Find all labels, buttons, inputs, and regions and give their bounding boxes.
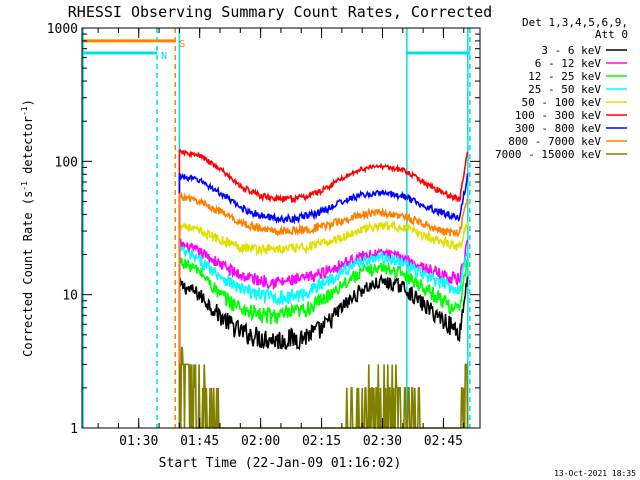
- legend-label: 300 - 800 keV: [515, 122, 601, 135]
- plot-area: SN: [82, 28, 471, 429]
- flag-label-S: S: [179, 39, 185, 50]
- series-line-3-6-kev: [178, 273, 469, 428]
- series-line-800-7000-kev: [178, 191, 469, 428]
- y-axis-label-sup2: -1: [20, 106, 29, 116]
- y-axis: 1 10 100 1000: [47, 22, 480, 437]
- series-line-25-50-kev: [178, 245, 469, 428]
- timestamp: 13-Oct-2021 18:35: [554, 469, 636, 478]
- legend-label: 25 - 50 keV: [528, 83, 601, 96]
- series-line-12-25-kev: [178, 257, 469, 428]
- series-line-50-100-kev: [178, 219, 469, 428]
- series-line-7000-15000-kev: [178, 346, 469, 429]
- legend-label: 6 - 12 keV: [535, 57, 602, 70]
- y-axis-label-sup1: -1: [20, 181, 29, 191]
- flag-label-N: N: [161, 51, 167, 62]
- y-tick-label: 10: [62, 289, 78, 304]
- chart-title: RHESSI Observing Summary Count Rates, Co…: [68, 3, 492, 21]
- legend-label: 12 - 25 keV: [528, 70, 601, 83]
- y-axis-label-end: ): [21, 99, 35, 106]
- x-tick-label: 01:30: [119, 434, 158, 449]
- legend-header-attenuator: Att 0: [595, 28, 628, 41]
- x-tick-label: 02:30: [363, 434, 402, 449]
- x-axis-label: Start Time (22-Jan-09 01:16:02): [159, 456, 402, 471]
- y-tick-label: 100: [55, 155, 78, 170]
- x-tick-label: 01:45: [180, 434, 219, 449]
- legend-label: 7000 - 15000 keV: [495, 148, 601, 161]
- y-tick-label: 1: [70, 422, 78, 437]
- series-line-300-800-kev: [178, 172, 469, 428]
- legend-label: 3 - 6 keV: [541, 44, 601, 57]
- series-line-100-300-kev: [178, 148, 469, 428]
- legend-label: 50 - 100 keV: [522, 96, 602, 109]
- legend-label: 100 - 300 keV: [515, 109, 601, 122]
- x-tick-label: 02:45: [424, 434, 463, 449]
- y-axis-label-main: Corrected Count Rate (s: [21, 191, 35, 357]
- legend-header-detectors: Det 1,3,4,5,6,9,: [522, 16, 628, 29]
- series-line-6-12-kev: [178, 237, 469, 428]
- x-tick-label: 02:00: [241, 434, 280, 449]
- x-axis: 01:30 01:45 02:00 02:15 02:30 02:45: [97, 28, 465, 449]
- y-axis-label-mid: detector: [21, 116, 35, 181]
- legend-label: 800 - 7000 keV: [508, 135, 601, 148]
- y-axis-label: Corrected Count Rate (s-1 detector-1): [20, 99, 35, 357]
- x-tick-label: 02:15: [302, 434, 341, 449]
- y-tick-label: 1000: [47, 22, 78, 37]
